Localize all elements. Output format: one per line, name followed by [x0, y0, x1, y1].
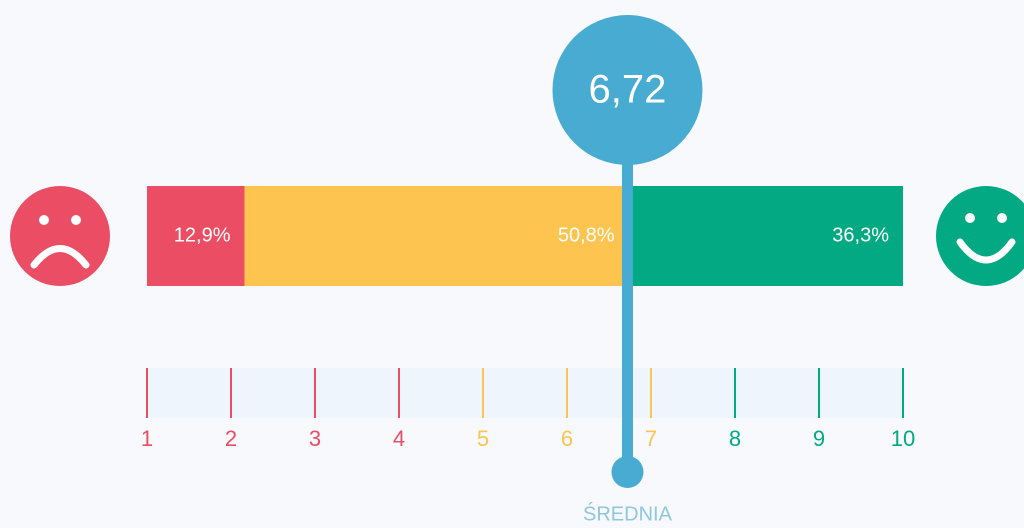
average-dot: [611, 456, 644, 488]
x-tick-label: 5: [477, 426, 489, 451]
value-label: 12,9%: [174, 224, 231, 246]
x-tick-label: 6: [561, 426, 573, 451]
x-tick-label: 10: [891, 426, 915, 451]
x-tick-label: 2: [225, 426, 237, 451]
average-bubble: [552, 15, 703, 165]
happy-face: [936, 186, 1024, 286]
sad-face: [10, 186, 110, 286]
scale-band: [147, 368, 903, 418]
bar-segment: [628, 186, 903, 286]
annotation: ŚREDNIA: [583, 501, 673, 525]
value-label: 36,3%: [832, 224, 889, 246]
x-tick-label: 4: [393, 426, 405, 451]
bar-segment: [147, 186, 245, 286]
x-tick-label: 7: [645, 426, 657, 451]
x-tick-label: 8: [729, 426, 741, 451]
average-label: 6,72: [589, 68, 667, 112]
bar-segment: [244, 186, 629, 286]
x-tick-label: 1: [141, 426, 153, 451]
x-tick-label: 9: [813, 426, 825, 451]
x-tick-label: 3: [309, 426, 321, 451]
value-label: 50,8%: [558, 224, 615, 246]
